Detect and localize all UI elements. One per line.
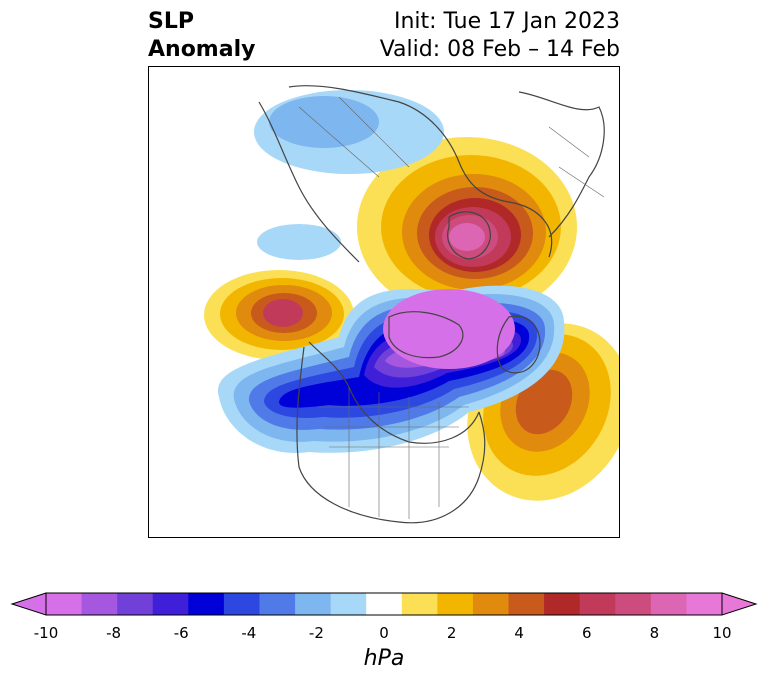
colorbar-segment [650,593,687,615]
colorbar-tick-label: 10 [712,624,732,642]
colorbar-segment [330,593,367,615]
colorbar-segment [152,593,189,615]
colorbar-outline [45,592,723,616]
colorbar-tick-label: 6 [582,624,592,642]
colorbar-segment [544,593,581,615]
pacific-high-anomaly [204,270,354,360]
colorbar-segments [46,593,723,615]
colorbar-unit: hPa [363,646,405,671]
colorbar-ticks: -10 -8 -6 -4 -2 0 2 4 6 8 10 [0,624,768,644]
colorbar-segment [437,593,474,615]
map-panel [148,66,620,538]
colorbar-segment [686,593,723,615]
colorbar-segment [223,593,260,615]
colorbar-segment [117,593,154,615]
colorbar-segment [81,593,118,615]
coastlines [258,85,605,524]
colorbar-segment [472,593,510,615]
map-title: SLP Anomaly [148,8,255,64]
colorbar [10,592,758,616]
init-date: Init: Tue 17 Jan 2023 [393,9,620,34]
colorbar-segment [259,593,296,615]
colorbar-segment [188,593,225,615]
valid-range: Valid: 08 Feb – 14 Feb [379,37,620,62]
colorbar-tick-label: -8 [106,624,122,642]
forecast-dates: Init: Tue 17 Jan 2023 Valid: 08 Feb – 14… [380,8,620,64]
colorbar-tick-label: 4 [514,624,524,642]
colorbar-segment [508,593,545,615]
borders [298,96,605,519]
colorbar-tick-label: -6 [173,624,189,642]
colorbar-max-arrow [721,592,758,616]
colorbar-segment [295,593,332,615]
colorbar-segment [366,593,403,615]
colorbar-tick-label: 8 [649,624,660,642]
colorbar-tick-label: -10 [33,624,59,642]
colorbar-tick-label: 2 [446,624,457,642]
colorbar-min-arrow [10,592,47,616]
anomaly-map [204,85,619,524]
colorbar-segment [615,593,652,615]
colorbar-segment [46,593,83,615]
title-line-1: SLP [148,9,194,34]
colorbar-tick-label: 0 [379,624,389,642]
colorbar-tick-label: -2 [308,624,324,642]
colorbar-tick-label: -4 [241,624,257,642]
siberian-low-anomaly [254,90,444,260]
colorbar-segment [401,593,438,615]
north-american-low-anomaly [217,285,565,453]
title-line-2: Anomaly [148,37,256,62]
colorbar-segment [579,593,616,615]
